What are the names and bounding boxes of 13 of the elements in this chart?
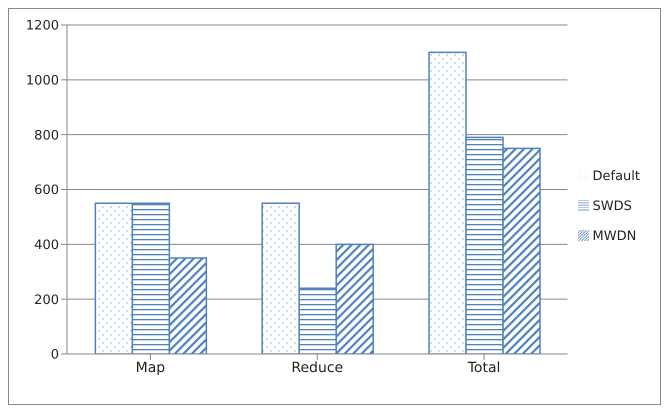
legend-label: SWDS bbox=[592, 198, 632, 214]
y-tick-label: 400 bbox=[34, 238, 59, 253]
y-tick-label: 600 bbox=[34, 183, 59, 198]
y-tick-label: 1000 bbox=[26, 73, 59, 88]
y-tick-label: 800 bbox=[34, 128, 59, 144]
x-tick-label: Reduce bbox=[291, 360, 344, 376]
y-tick-label: 200 bbox=[34, 292, 59, 308]
x-tick-label: Map bbox=[136, 360, 166, 376]
y-tick-label: 0 bbox=[50, 348, 59, 363]
legend-label: Default bbox=[592, 168, 640, 184]
x-tick-label: Total bbox=[466, 360, 500, 376]
legend-label: MWDN bbox=[592, 228, 636, 244]
y-tick-label: 1200 bbox=[26, 18, 59, 34]
